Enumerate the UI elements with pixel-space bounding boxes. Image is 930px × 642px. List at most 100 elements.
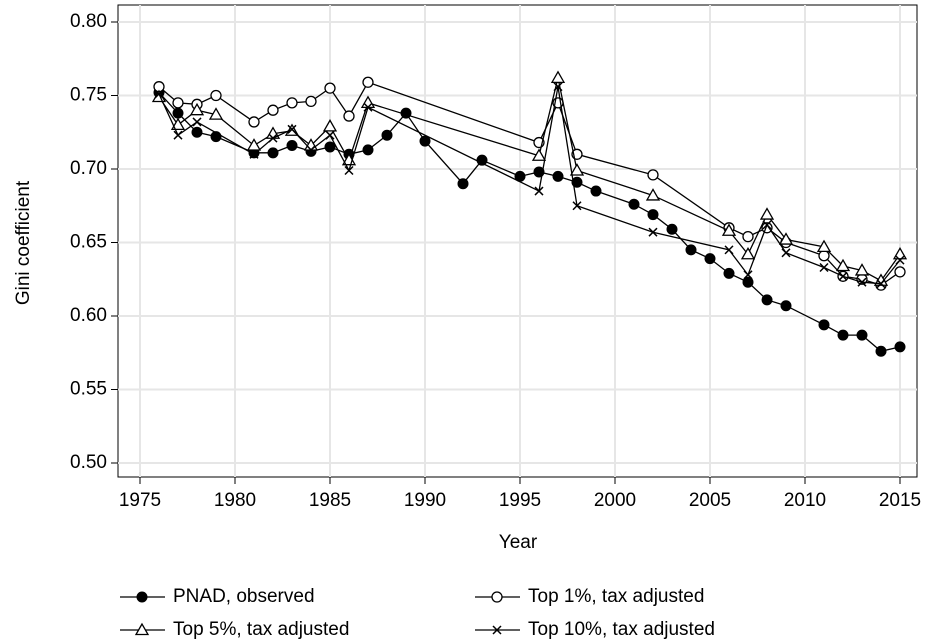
marker: [740, 246, 756, 260]
marker: [781, 248, 791, 258]
marker: [457, 178, 469, 190]
marker: [191, 126, 203, 138]
marker: [267, 147, 279, 159]
marker: [742, 230, 754, 243]
marker: [816, 239, 832, 253]
series-line: [158, 86, 901, 285]
y-axis-title: Gini coefficient: [13, 180, 34, 305]
marker: [192, 117, 202, 127]
marker: [136, 591, 148, 603]
marker: [761, 294, 773, 306]
marker: [492, 625, 502, 635]
marker: [173, 130, 183, 140]
marker: [894, 266, 906, 278]
marker: [286, 97, 298, 109]
marker: [835, 258, 851, 272]
legend-label: PNAD, observed: [173, 586, 315, 607]
x-tick-label: 1975: [119, 490, 161, 511]
marker: [780, 300, 792, 312]
marker: [645, 188, 661, 201]
marker: [572, 201, 582, 211]
marker: [208, 107, 224, 120]
marker: [892, 246, 908, 260]
y-tick-label: 0.80: [70, 11, 107, 32]
marker: [531, 148, 547, 161]
marker: [324, 82, 336, 94]
marker: [324, 141, 336, 153]
marker: [362, 144, 374, 156]
marker: [248, 116, 260, 128]
marker: [552, 170, 564, 182]
marker: [628, 198, 640, 210]
marker: [267, 104, 279, 116]
marker: [249, 149, 259, 159]
x-axis-title: Year: [499, 532, 538, 553]
marker: [723, 267, 735, 279]
marker: [685, 244, 697, 256]
marker: [170, 117, 186, 131]
x-tick-label: 1980: [214, 490, 256, 511]
marker: [721, 223, 737, 236]
marker: [553, 82, 563, 92]
marker: [306, 145, 316, 155]
marker: [550, 70, 566, 84]
y-tick-label: 0.60: [70, 305, 107, 326]
marker: [360, 95, 376, 108]
marker: [210, 89, 222, 102]
series-line: [158, 92, 901, 352]
marker: [362, 76, 374, 88]
marker: [287, 124, 297, 134]
y-tick-label: 0.75: [70, 85, 107, 106]
y-tick-label: 0.50: [70, 452, 107, 473]
marker: [534, 186, 544, 196]
marker: [819, 262, 829, 273]
y-tick-label: 0.55: [70, 379, 107, 400]
marker: [762, 220, 772, 230]
marker: [189, 102, 205, 116]
marker: [325, 130, 335, 140]
x-tick-label: 2010: [784, 490, 826, 511]
x-tick-label: 1990: [404, 490, 446, 511]
marker: [344, 165, 354, 176]
marker: [724, 245, 734, 255]
marker: [876, 279, 886, 289]
marker: [305, 95, 317, 108]
marker: [134, 622, 150, 636]
marker: [895, 255, 905, 265]
x-tick-label: 2015: [879, 490, 921, 511]
marker: [491, 591, 503, 603]
marker: [818, 319, 830, 331]
marker: [857, 277, 867, 287]
plot-frame: [117, 4, 918, 478]
marker: [172, 97, 184, 109]
marker: [666, 223, 678, 235]
marker: [172, 107, 184, 119]
marker: [246, 138, 262, 151]
x-tick-label: 2000: [594, 490, 636, 511]
marker: [268, 133, 278, 143]
marker: [875, 345, 887, 357]
marker: [759, 207, 775, 220]
x-tick-label: 2005: [689, 490, 731, 511]
marker: [856, 329, 868, 341]
marker: [894, 341, 906, 353]
legend-label: Top 5%, tax adjusted: [173, 619, 349, 640]
marker: [343, 110, 355, 122]
y-tick-label: 0.65: [70, 232, 107, 253]
marker: [854, 263, 870, 276]
marker: [363, 102, 373, 112]
marker: [837, 329, 849, 341]
marker: [742, 276, 754, 288]
marker: [154, 89, 164, 99]
marker: [743, 270, 753, 280]
marker: [838, 271, 848, 281]
marker: [571, 176, 583, 188]
x-tick-label: 1995: [499, 490, 541, 511]
marker: [704, 253, 716, 265]
marker: [647, 209, 659, 221]
marker: [648, 227, 658, 237]
marker: [778, 232, 794, 245]
marker: [419, 135, 431, 147]
marker: [569, 163, 585, 176]
